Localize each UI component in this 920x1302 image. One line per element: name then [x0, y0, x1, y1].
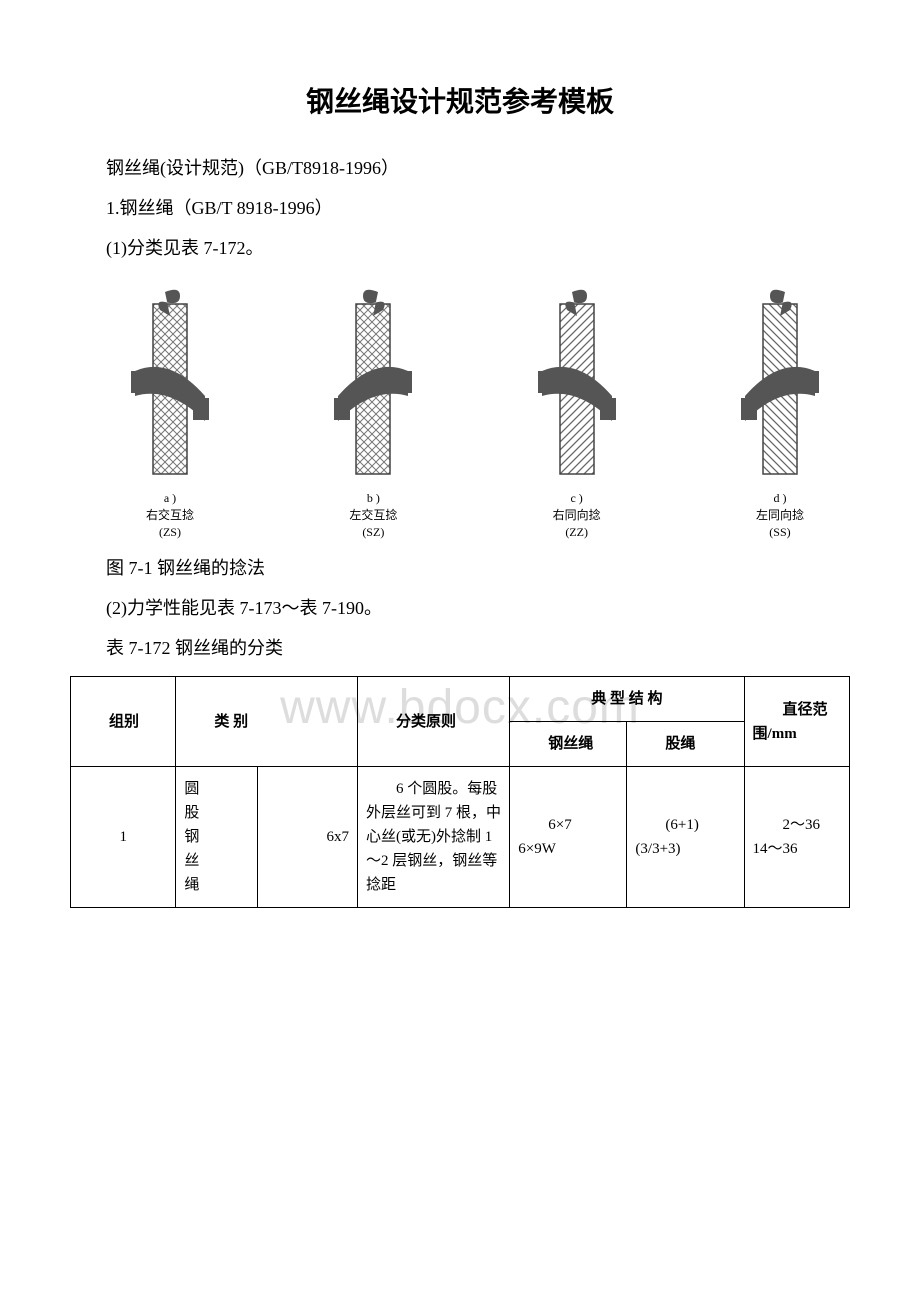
paragraph-section: 1.钢丝绳（GB/T 8918-1996） [70, 190, 850, 226]
th-wire: 钢丝绳 [510, 722, 627, 767]
rope-svg-ss [735, 286, 825, 486]
table-caption: 表 7-172 钢丝绳的分类 [70, 630, 850, 666]
paragraph-spec: 钢丝绳(设计规范)（GB/T8918-1996） [70, 150, 850, 186]
classification-table: 组别 类 别 分类原则 典 型 结 构 直径范围/mm 钢丝绳 股绳 1 圆 股… [70, 676, 850, 908]
rope-svg-zz [532, 286, 622, 486]
td-wire: 6×7 6×9W [510, 767, 627, 908]
rope-label-d: d ) 左同向捻 (SS) [756, 490, 804, 540]
td-strand: (6+1) (3/3+3) [627, 767, 744, 908]
rope-svg-sz [328, 286, 418, 486]
td-diameter: 2～36 14～36 [744, 767, 849, 908]
td-principle: 6 个圆股。每股外层丝可到 7 根，中心丝(或无)外捻制 1～2 层钢丝，钢丝等… [357, 767, 509, 908]
th-category: 类 别 [176, 677, 358, 767]
paragraph-classification-ref: (1)分类见表 7-172。 [70, 230, 850, 266]
rope-diagram-row: a ) 右交互捻 (ZS) b ) 左交互捻 (SZ) [100, 286, 850, 540]
rope-label-b: b ) 左交互捻 (SZ) [349, 490, 397, 540]
rope-label-c: c ) 右同向捻 (ZZ) [553, 490, 601, 540]
rope-diagram-c: c ) 右同向捻 (ZZ) [507, 286, 647, 540]
td-group: 1 [71, 767, 176, 908]
document-content: 钢丝绳设计规范参考模板 钢丝绳(设计规范)（GB/T8918-1996） 1.钢… [70, 80, 850, 908]
table-header-row-1: 组别 类 别 分类原则 典 型 结 构 直径范围/mm [71, 677, 850, 722]
td-cat-sub: 6x7 [258, 767, 358, 908]
th-strand: 股绳 [627, 722, 744, 767]
th-group: 组别 [71, 677, 176, 767]
th-principle: 分类原则 [357, 677, 509, 767]
th-typical: 典 型 结 构 [510, 677, 744, 722]
td-cat-main: 圆 股 钢 丝 绳 [176, 767, 258, 908]
figure-caption: 图 7-1 钢丝绳的捻法 [70, 550, 850, 586]
rope-diagram-b: b ) 左交互捻 (SZ) [303, 286, 443, 540]
rope-label-a: a ) 右交互捻 (ZS) [146, 490, 194, 540]
rope-diagram-a: a ) 右交互捻 (ZS) [100, 286, 240, 540]
rope-diagram-d: d ) 左同向捻 (SS) [710, 286, 850, 540]
paragraph-mech-ref: (2)力学性能见表 7-173～表 7-190。 [70, 590, 850, 626]
th-diameter: 直径范围/mm [744, 677, 849, 767]
rope-svg-zs [125, 286, 215, 486]
page-title: 钢丝绳设计规范参考模板 [70, 80, 850, 120]
table-row: 1 圆 股 钢 丝 绳 6x7 6 个圆股。每股外层丝可到 7 根，中心丝(或无… [71, 767, 850, 908]
